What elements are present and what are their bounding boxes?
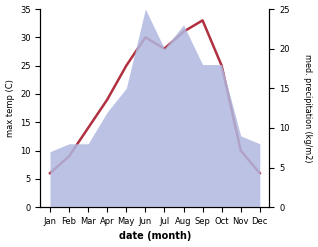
Y-axis label: max temp (C): max temp (C) [5, 79, 15, 137]
Y-axis label: med. precipitation (kg/m2): med. precipitation (kg/m2) [303, 54, 313, 162]
X-axis label: date (month): date (month) [119, 231, 191, 242]
